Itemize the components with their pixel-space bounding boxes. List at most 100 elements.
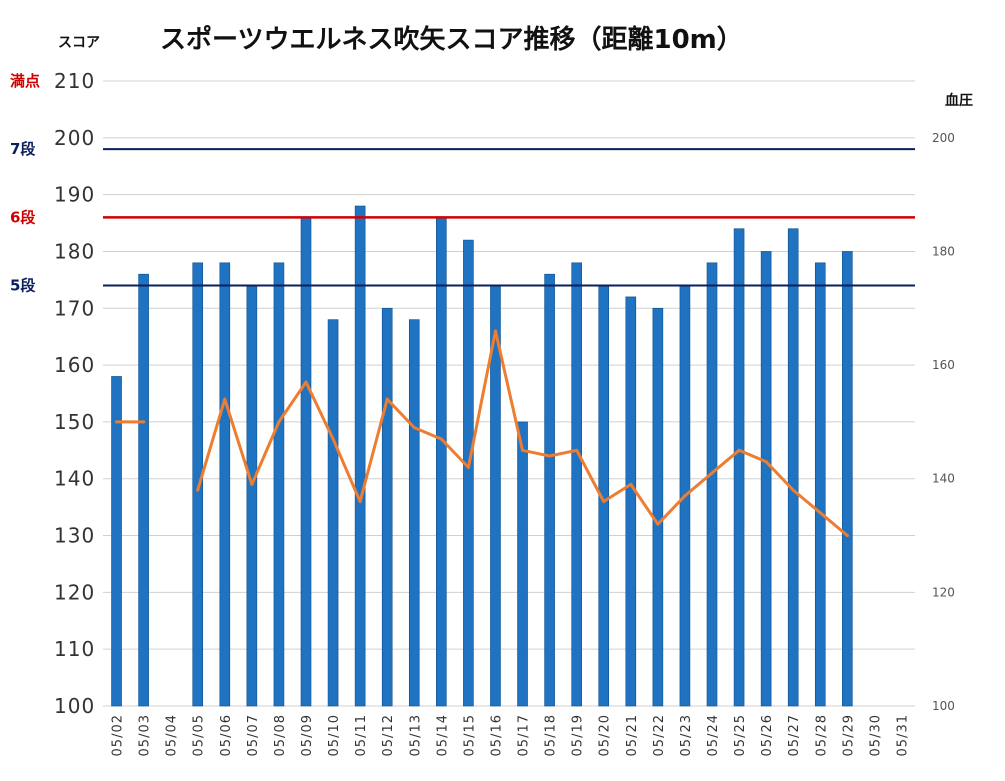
- line-point: [845, 534, 849, 538]
- bar: [246, 285, 258, 707]
- reference-label: 6段: [10, 208, 35, 226]
- x-tick-label: 05/06: [219, 714, 234, 756]
- x-tick-label: 05/11: [354, 714, 369, 756]
- y2-axis-ticks: 100 120 140 160 180 200: [932, 131, 955, 713]
- bar: [381, 307, 393, 707]
- line-point: [196, 488, 200, 492]
- x-tick-label: 05/18: [544, 714, 559, 756]
- bar: [733, 228, 745, 707]
- bar: [354, 205, 366, 707]
- y-tick-label: 150: [54, 410, 95, 434]
- x-tick-label: 05/29: [841, 714, 856, 756]
- y2-tick-label: 120: [932, 585, 955, 599]
- line-point: [710, 471, 714, 475]
- bar: [760, 251, 772, 707]
- line-point: [818, 511, 822, 515]
- x-tick-label: 05/12: [381, 714, 396, 756]
- y2-tick-label: 140: [932, 472, 955, 486]
- y-tick-label: 180: [54, 239, 95, 263]
- line-point: [115, 420, 119, 424]
- x-tick-label: 05/10: [327, 714, 342, 756]
- x-tick-label: 05/04: [165, 714, 180, 756]
- x-tick-label: 05/15: [462, 714, 477, 756]
- line-point: [575, 448, 579, 452]
- x-tick-label: 05/31: [895, 714, 910, 756]
- line-point: [439, 437, 443, 441]
- line-point: [764, 460, 768, 464]
- bar: [327, 319, 339, 707]
- bar: [517, 421, 528, 707]
- x-tick-label: 05/09: [300, 714, 315, 756]
- line-point: [223, 397, 227, 401]
- bar: [138, 273, 149, 707]
- reference-label: 満点: [10, 72, 40, 90]
- y-axis-title: スコア: [58, 35, 100, 51]
- line-point: [602, 499, 606, 503]
- bar: [273, 262, 285, 707]
- y-tick-label: 130: [54, 524, 95, 548]
- line-point: [493, 329, 497, 333]
- line-point: [656, 522, 660, 526]
- gridlines: [103, 80, 915, 707]
- x-tick-label: 05/27: [787, 714, 802, 756]
- y-tick-label: 160: [54, 353, 95, 377]
- x-tick-label: 05/22: [652, 714, 667, 756]
- line-point: [358, 499, 362, 503]
- line-point: [304, 380, 308, 384]
- bar: [571, 262, 582, 707]
- bar: [652, 307, 664, 707]
- line-point: [331, 437, 335, 441]
- x-tick-label: 05/20: [598, 714, 613, 756]
- x-tick-label: 05/28: [814, 714, 829, 756]
- x-tick-label: 05/03: [138, 714, 153, 756]
- bar: [463, 239, 474, 707]
- bar: [300, 217, 312, 707]
- bar: [436, 217, 447, 707]
- bar: [706, 262, 718, 707]
- x-tick-label: 05/07: [246, 714, 261, 756]
- y2-tick-label: 160: [932, 358, 955, 372]
- reference-labels: 満点 7段 6段 5段: [10, 72, 40, 295]
- x-tick-label: 05/24: [706, 714, 721, 756]
- y-tick-label: 210: [54, 69, 95, 93]
- reference-label: 5段: [10, 277, 35, 295]
- y2-tick-label: 100: [932, 699, 955, 713]
- bar: [814, 262, 826, 707]
- y-tick-label: 110: [54, 637, 95, 661]
- line-point: [250, 482, 254, 486]
- y-tick-label: 100: [54, 694, 95, 718]
- x-tick-label: 05/25: [733, 714, 748, 756]
- x-tick-label: 05/16: [489, 714, 504, 756]
- y-tick-label: 190: [54, 183, 95, 207]
- bar: [192, 262, 204, 707]
- line-series: [115, 329, 849, 538]
- x-tick-label: 05/14: [435, 714, 450, 756]
- line-point: [683, 494, 687, 498]
- x-tick-label: 05/19: [571, 714, 586, 756]
- x-tick-label: 05/13: [408, 714, 423, 756]
- line-point: [737, 448, 741, 452]
- y-axis-ticks: 100 110 120 130 140 150 160 170 180 190 200 210: [54, 69, 95, 718]
- y-tick-label: 200: [54, 126, 95, 150]
- bar: [544, 273, 555, 707]
- line-point: [385, 397, 389, 401]
- line-point: [412, 426, 416, 430]
- y2-tick-label: 200: [932, 131, 955, 145]
- line-point: [629, 482, 633, 486]
- x-tick-label: 05/17: [517, 714, 532, 756]
- bar: [219, 262, 231, 707]
- x-tick-label: 05/30: [868, 714, 883, 756]
- y-tick-label: 140: [54, 467, 95, 491]
- x-axis-ticks: 05/02 05/03 05/04 05/05 05/06 05/07 05/08 05/09…: [111, 714, 911, 756]
- y2-axis-title: 血圧: [945, 92, 973, 109]
- chart-title: スポーツウエルネス吹矢スコア推移（距離10m）: [160, 24, 743, 55]
- x-tick-label: 05/26: [760, 714, 775, 756]
- line-point: [791, 488, 795, 492]
- bar: [111, 376, 122, 707]
- x-tick-label: 05/08: [273, 714, 288, 756]
- y-tick-label: 170: [54, 296, 95, 320]
- reference-label: 7段: [10, 140, 35, 158]
- line-point: [277, 420, 281, 424]
- x-tick-label: 05/21: [625, 714, 640, 756]
